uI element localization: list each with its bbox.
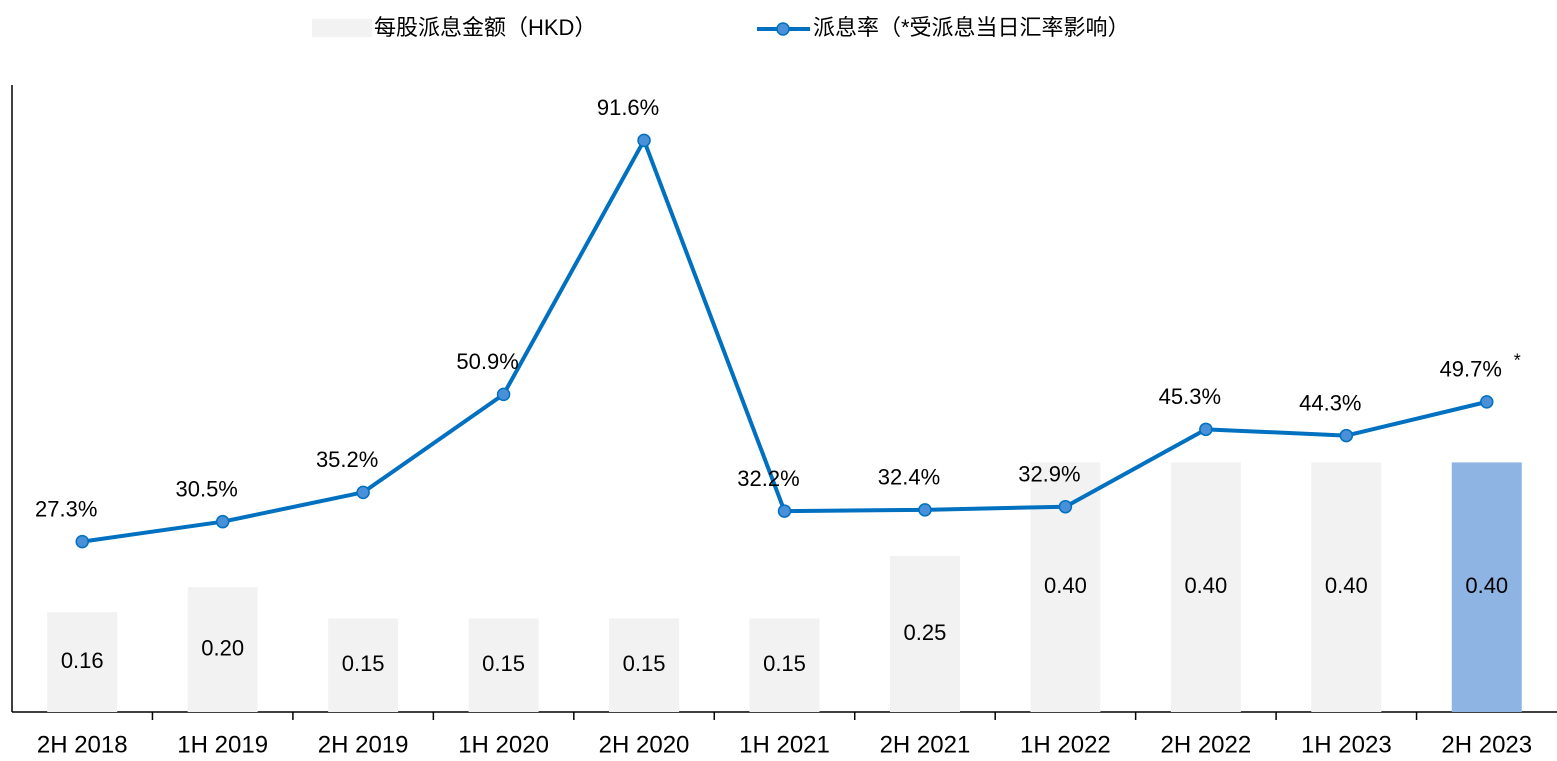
bar	[609, 618, 680, 712]
x-tick-label: 1H 2021	[739, 731, 830, 758]
line-marker	[496, 387, 511, 402]
line-marker	[918, 503, 932, 517]
line-marker	[777, 504, 792, 518]
bar-value-label: 0.20	[201, 635, 244, 660]
x-tick-label: 2H 2022	[1160, 731, 1251, 758]
line-value-label: 32.4%	[878, 465, 940, 490]
x-tick-label: 1H 2023	[1301, 731, 1392, 758]
line-value-label: 32.9%	[1018, 462, 1080, 487]
x-tick-label: 2H 2023	[1441, 731, 1532, 758]
bar-value-label: 0.40	[1325, 573, 1368, 598]
line-marker	[215, 514, 230, 529]
x-tick-label: 2H 2021	[880, 731, 971, 758]
line-marker	[1199, 422, 1213, 437]
line-value-label: 44.3%	[1299, 390, 1361, 415]
legend-swatch-bar	[312, 19, 372, 37]
line-value-label: 32.2%	[737, 466, 799, 491]
bar	[468, 618, 539, 712]
x-tick-label: 1H 2022	[1020, 731, 1111, 758]
line-value-label: 45.3%	[1159, 384, 1221, 409]
line-marker	[75, 534, 89, 549]
bar	[1451, 462, 1522, 712]
line-marker	[1339, 428, 1354, 443]
bar	[328, 618, 399, 712]
bar-value-label: 0.25	[904, 620, 947, 645]
bar	[1311, 462, 1382, 712]
bar-value-label: 0.15	[763, 651, 806, 676]
legend: 每股派息金额（HKD） 派息率（*受派息当日汇率影响）	[312, 15, 1130, 40]
line-value-label: 49.7%	[1440, 357, 1502, 382]
bar	[749, 618, 820, 712]
line-marker	[637, 133, 651, 148]
line-value-label: 35.2%	[316, 447, 378, 472]
bar-value-label: 0.15	[482, 651, 525, 676]
bar	[1170, 462, 1241, 712]
bar	[889, 556, 960, 712]
bar-value-label: 0.15	[342, 651, 385, 676]
line-value-label: 27.3%	[35, 496, 97, 521]
line-marker	[1480, 395, 1494, 409]
bar-value-label: 0.40	[1184, 573, 1227, 598]
bar-value-label: 0.40	[1465, 573, 1508, 598]
legend-marker	[776, 22, 790, 36]
annotation: *	[1514, 351, 1521, 371]
x-tick-label: 2H 2019	[318, 731, 409, 758]
bar-value-label: 0.15	[623, 651, 666, 676]
line-value-label: 50.9%	[456, 349, 518, 374]
line-marker	[356, 485, 370, 500]
bar-value-label: 0.40	[1044, 573, 1087, 598]
bar	[47, 612, 118, 712]
legend-label: 派息率（*受派息当日汇率影响）	[813, 15, 1130, 40]
x-tick-label: 1H 2020	[458, 731, 549, 758]
x-tick-label: 2H 2020	[599, 731, 690, 758]
bar-value-label: 0.16	[61, 648, 104, 673]
bar	[187, 587, 258, 712]
line-marker	[1058, 499, 1073, 514]
line-value-label: 91.6%	[597, 95, 659, 120]
x-tick-label: 1H 2019	[177, 731, 268, 758]
line-value-label: 30.5%	[175, 476, 237, 501]
legend-label: 每股派息金额（HKD）	[374, 15, 596, 40]
x-tick-label: 2H 2018	[37, 731, 128, 758]
